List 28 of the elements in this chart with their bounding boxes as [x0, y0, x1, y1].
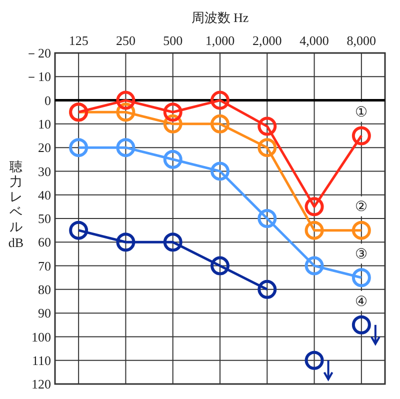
y-tick-label: －20	[25, 46, 51, 61]
series-label: ③	[354, 248, 368, 263]
x-tick-label: 8,000	[346, 33, 376, 48]
y-tick-label: 60	[38, 234, 51, 250]
y-tick-label: 90	[38, 306, 51, 321]
y-tick-label: 40	[38, 187, 51, 202]
x-tick-label: 1,000	[205, 33, 235, 48]
text: ④	[354, 294, 368, 310]
x-tick-label: 250	[116, 33, 136, 48]
y-tick-label: 120	[32, 376, 51, 392]
series-label: ①	[354, 106, 368, 121]
y-tick-label: －10	[25, 69, 51, 84]
x-tick-label: 125	[68, 33, 88, 48]
y-tick-label: 100	[32, 329, 51, 344]
x-tick-label: 500	[163, 33, 183, 48]
x-tick-label: 4,000	[300, 33, 329, 48]
series-label: ②	[354, 200, 368, 216]
y-tick-label: 110	[32, 352, 51, 368]
y-tick-label: 50	[38, 211, 51, 226]
y-tick-label: 0	[44, 92, 51, 108]
x-tick-label: 2,000	[252, 33, 282, 48]
x-axis-title: 周波数 Hz	[191, 10, 249, 25]
y-tick-label: 20	[38, 140, 51, 156]
y-tick-label: 10	[38, 116, 51, 132]
y-tick-label: 30	[38, 164, 51, 179]
y-tick-label: 70	[38, 258, 51, 274]
y-axis-title: 聴力レベル dB	[8, 159, 24, 250]
y-tick-label: 80	[38, 282, 51, 297]
